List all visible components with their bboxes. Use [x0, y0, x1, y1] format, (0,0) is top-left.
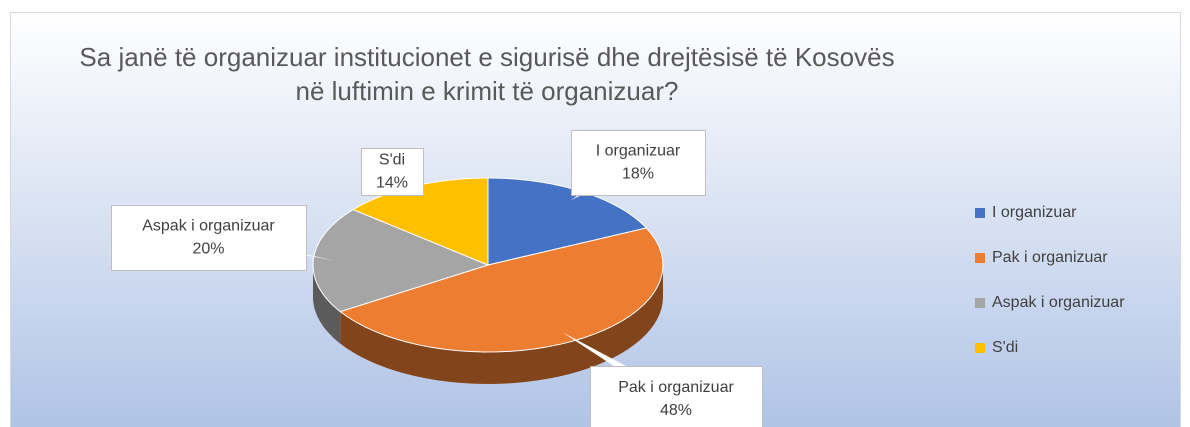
callout-box: [590, 366, 763, 427]
legend-swatch: [975, 298, 985, 308]
callout-box: [111, 205, 307, 271]
legend-swatch: [975, 343, 985, 353]
legend-swatch: [975, 253, 985, 263]
slice-side: [313, 265, 341, 344]
data-label-value: 20%: [192, 241, 224, 258]
legend-swatch: [975, 208, 985, 218]
data-label-value: 14%: [376, 175, 408, 192]
chart-title: Sa janë të organizuar institucionet e si…: [79, 42, 895, 106]
legend-label: Aspak i organizuar: [992, 294, 1125, 311]
legend-label: Pak i organizuar: [992, 249, 1108, 266]
slice-side: [340, 265, 663, 384]
callout-box: [571, 130, 706, 196]
legend-label: S'di: [992, 339, 1018, 356]
data-label-name: S'di: [379, 152, 405, 169]
data-label-name: I organizuar: [596, 143, 681, 160]
data-label-value: 18%: [622, 166, 654, 183]
slice: [339, 227, 664, 353]
data-label-name: Pak i organizuar: [618, 379, 734, 396]
data-label-value: 48%: [660, 402, 692, 419]
callout-box: [361, 148, 424, 196]
data-label-name: Aspak i organizuar: [142, 218, 275, 235]
legend-label: I organizuar: [992, 204, 1077, 221]
slice: [312, 208, 490, 313]
